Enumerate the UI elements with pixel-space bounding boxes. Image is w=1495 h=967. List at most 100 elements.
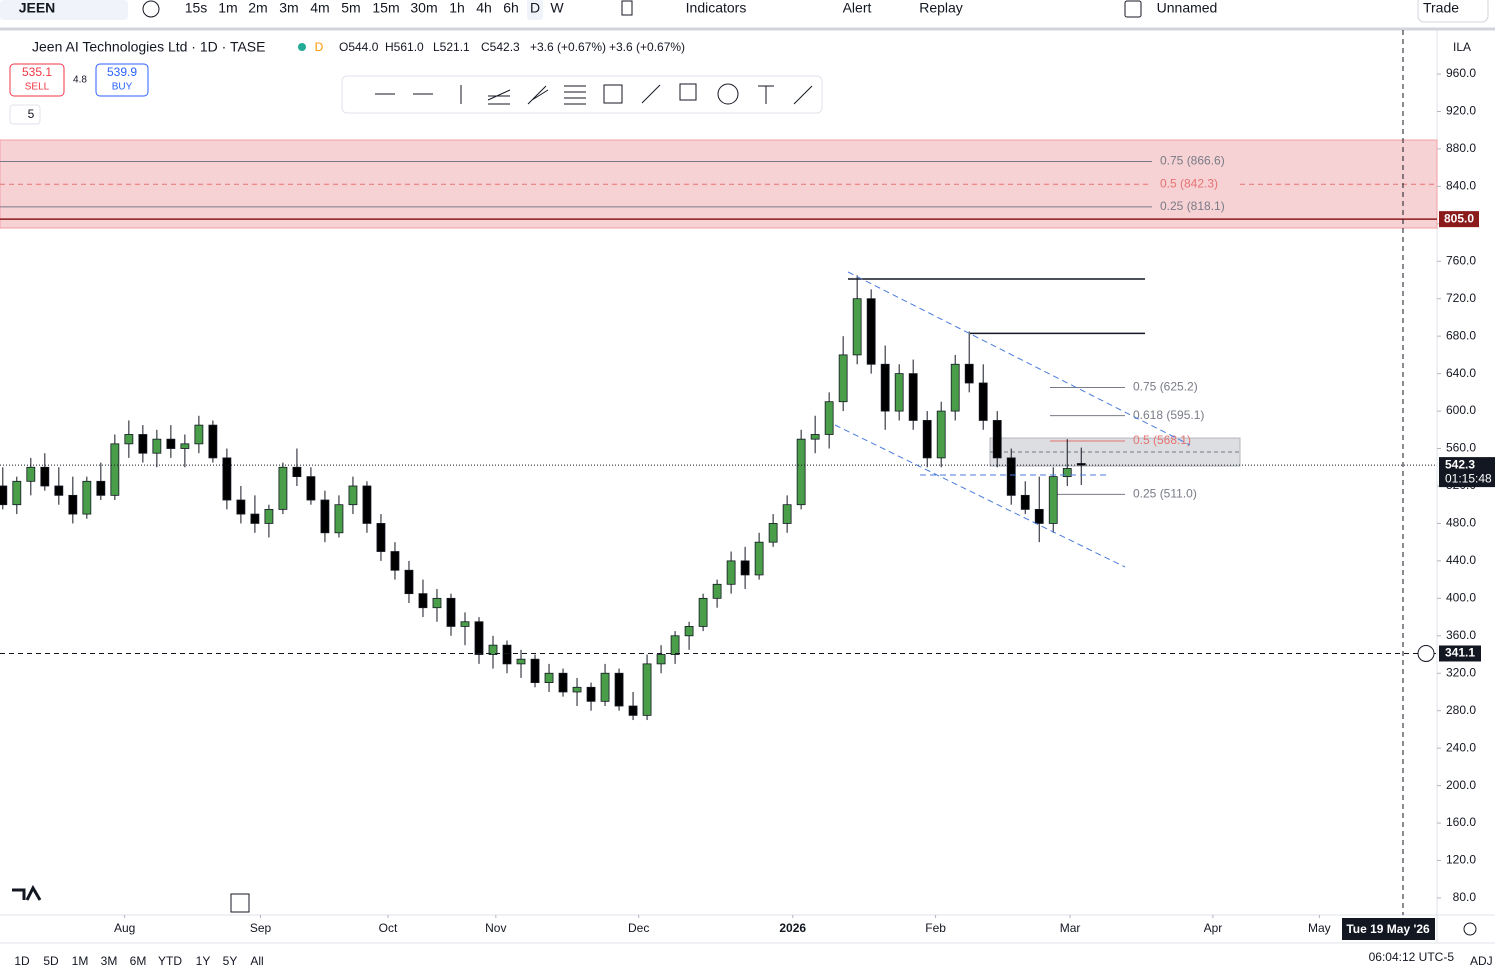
range-button[interactable]: 5Y [223,954,238,967]
candle-body [152,438,162,454]
trade-button[interactable] [1417,0,1489,23]
interval[interactable]: 3m [279,0,298,16]
buy-label[interactable]: BUY [112,82,133,93]
alert-price-label: 805.0 [1444,211,1474,225]
add-symbol[interactable] [142,0,160,18]
legend-high: H561.0 [385,40,424,54]
symbol-box[interactable] [0,0,128,20]
fib-label: 0.25 (511.0) [1133,487,1197,501]
indicator-toggle[interactable] [9,104,41,125]
indicator-count[interactable]: 5 [28,107,35,121]
indicators[interactable]: Indicators [686,0,747,16]
legend-name: Jeen AI Technologies Ltd · 1D · TASE [32,39,265,55]
range-button[interactable]: 1D [14,954,30,967]
interval[interactable]: 15m [372,0,399,16]
alert[interactable]: Alert [843,0,872,16]
candle-body [684,626,694,637]
y-tick-label: 760.0 [1446,253,1476,267]
range-box[interactable] [989,437,1241,467]
range-button[interactable]: All [250,954,263,967]
top-toolbar [0,0,1495,28]
candle-body [82,480,92,515]
candle-body [26,466,36,482]
sell-price[interactable]: 535.1 [22,65,52,79]
y-tick-label: 560.0 [1446,441,1476,455]
interval[interactable]: 30m [410,0,437,16]
y-tick-label: 920.0 [1446,104,1476,118]
crosshair-plus[interactable] [1417,644,1435,662]
interval[interactable]: 4m [310,0,329,16]
tool-fib[interactable] [487,89,511,105]
candle-body [600,672,610,702]
tool-note[interactable] [679,83,697,101]
interval[interactable]: 4h [476,0,492,16]
chart-type-icon[interactable] [621,0,633,16]
x-tick-label: Apr [1204,921,1223,935]
candle-body [950,363,960,412]
clock: 06:04:12 UTC-5 [1369,950,1455,964]
range-button[interactable]: 3M [101,954,118,967]
channel-upper[interactable] [847,271,1191,446]
candle-body [838,354,848,403]
fib-label: 0.75 (625.2) [1133,380,1198,394]
interval[interactable]: 5m [341,0,360,16]
adj[interactable]: ADJ [1470,954,1493,967]
buy-price[interactable]: 539.9 [107,65,137,79]
candle-body [222,457,232,501]
candle-body [964,363,974,384]
layout-name[interactable]: Unnamed [1157,0,1218,16]
tool-channel[interactable] [527,85,549,105]
interval[interactable]: W [550,0,564,16]
trade[interactable]: Trade [1423,0,1459,16]
candle-body [306,476,316,501]
tool-arrow[interactable] [641,84,661,104]
candle-body [1076,463,1086,466]
candle-body [1048,476,1058,524]
candle-body [236,499,246,515]
candle-body [334,504,344,534]
range-button[interactable]: 6M [130,954,147,967]
tool-rect[interactable] [603,84,623,104]
candle-body [68,494,78,515]
y-tick-label: 680.0 [1446,328,1476,342]
tool-circle[interactable] [717,83,739,105]
y-tick-label: 160.0 [1446,815,1476,829]
candle-body [824,401,834,435]
tool-trend[interactable] [793,85,813,105]
range-button[interactable]: 5D [43,954,59,967]
range-button[interactable]: 1M [72,954,89,967]
layout-checkbox[interactable] [1124,0,1142,18]
sell-label[interactable]: SELL [25,82,50,93]
sell-button[interactable] [9,63,65,97]
drawing-tools [375,83,813,105]
range-button[interactable]: YTD [158,954,182,967]
symbol[interactable]: JEEN [19,0,56,16]
interval[interactable]: D [530,0,540,16]
tool-text[interactable] [758,85,774,104]
interval[interactable]: 1m [218,0,237,16]
x-tick-label: Dec [628,921,649,935]
y-tick-label: 400.0 [1446,591,1476,605]
interval[interactable]: 1h [449,0,465,16]
interval[interactable]: 6h [503,0,519,16]
settings-icon[interactable] [1463,922,1477,936]
spread: 4.8 [73,75,87,86]
currency[interactable]: ILA [1453,40,1471,54]
countdown: 01:15:48 [1445,471,1492,485]
candle-body [908,373,918,421]
range-button[interactable]: 1Y [196,954,211,967]
candle-body [194,424,204,445]
candle-body [348,485,358,506]
interval[interactable]: 2m [248,0,267,16]
x-tick-label: Mar [1060,921,1081,935]
interval[interactable]: 15s [185,0,208,16]
buy-button[interactable] [95,63,149,97]
channel-lower[interactable] [834,424,1126,568]
replay[interactable]: Replay [919,0,963,16]
candle-body [670,635,680,655]
tool-lines[interactable] [564,85,586,105]
candle-body [502,644,512,665]
candle-body [614,672,624,707]
candle-body [320,499,330,534]
candle-body [516,658,526,665]
